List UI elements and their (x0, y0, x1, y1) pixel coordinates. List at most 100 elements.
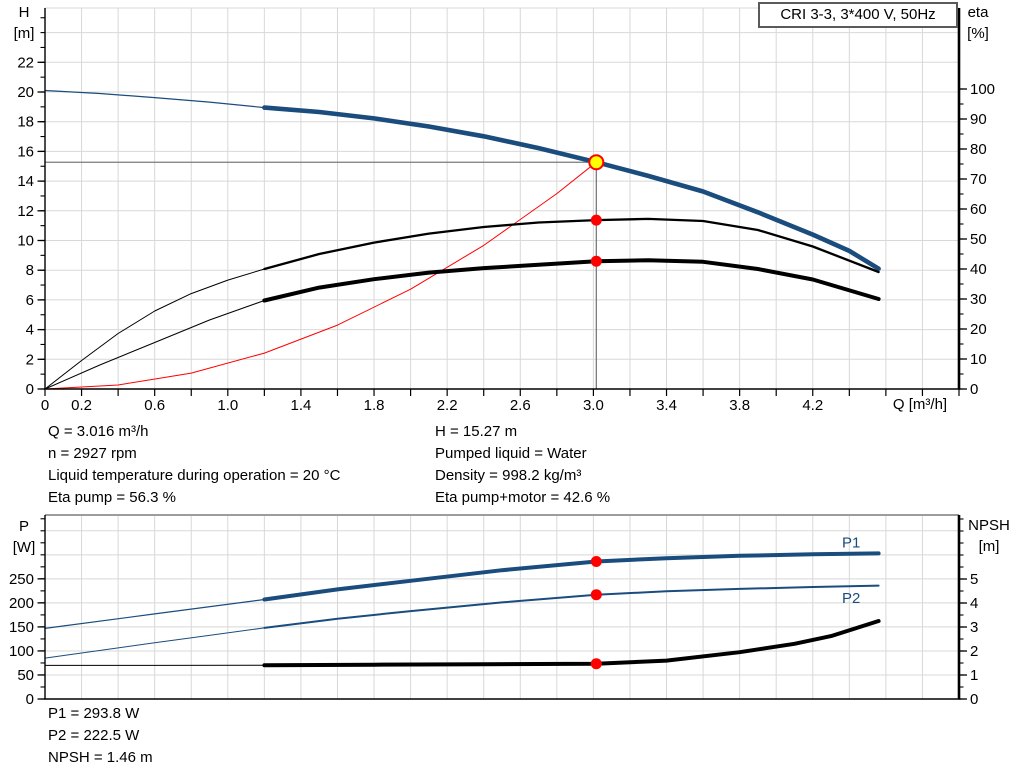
curve-eta-pump-motor-thin (44, 300, 265, 390)
info-line-eta-pump: Eta pump = 56.3 % (48, 489, 176, 506)
p-axis-title: P [W] (4, 516, 44, 558)
left-tick-label: 4 (26, 322, 34, 339)
right-tick-label: 5 (970, 571, 978, 588)
p-axis-unit: [W] (12, 539, 36, 556)
h-axis-unit: [m] (13, 25, 35, 42)
operating-data-left: Q = 3.016 m³/h n = 2927 rpm Liquid tempe… (48, 421, 340, 509)
p-axis-name: P (18, 518, 29, 535)
curve-label-P1: P1 (842, 534, 860, 551)
left-tick-label: 200 (9, 595, 34, 612)
eta-pump-motor-point (590, 255, 602, 267)
right-tick-label: 0 (970, 381, 978, 398)
curve-p2 (263, 584, 880, 629)
curve-pump-qh (262, 105, 881, 272)
x-tick-label: 1.8 (364, 397, 385, 414)
right-tick-label: 30 (970, 291, 987, 308)
h-axis-name: H (18, 4, 30, 21)
x-tick-label: 2.6 (510, 397, 531, 414)
right-tick-label: 40 (970, 261, 987, 278)
curve-p1-thin (44, 598, 265, 630)
power-data: P1 = 293.8 W P2 = 222.5 W NPSH = 1.46 m (48, 703, 153, 769)
x-tick-label: 3.0 (583, 397, 604, 414)
info-line-q: Q = 3.016 m³/h (48, 423, 149, 440)
eta-axis-title: eta [%] (956, 2, 1000, 44)
x-tick-label: 0.2 (71, 397, 92, 414)
info-line-temp: Liquid temperature during operation = 20… (48, 467, 341, 484)
chart-title-box: CRI 3-3, 3*400 V, 50Hz (758, 2, 958, 28)
p2-point (590, 589, 602, 601)
left-tick-label: 8 (26, 262, 34, 279)
curve-system-curve (44, 161, 597, 390)
curve-p2-thin (44, 627, 265, 659)
npsh-axis-name: NPSH (968, 517, 1010, 534)
right-tick-label: 60 (970, 201, 987, 218)
curve-p1 (262, 551, 881, 602)
qh-eta-chart: 0 0.2 0.6 1.0 1.4 1.8 2.2 2.6 3.0 3.4 3.8 4.2 0 2 4 6 8 1… (17, 7, 995, 414)
left-tick-label: 100 (9, 643, 34, 660)
left-tick-label: 150 (9, 619, 34, 636)
q-axis-title: Q [m³/h] (892, 396, 948, 413)
right-tick-label: 80 (970, 141, 987, 158)
info-line-p2: P2 = 222.5 W (48, 727, 140, 744)
left-tick-label: 20 (17, 84, 34, 101)
right-tick-label: 70 (970, 171, 987, 188)
operating-data-right: H = 15.27 m Pumped liquid = Water Densit… (435, 421, 610, 509)
left-tick-label: 2 (26, 351, 34, 368)
x-tick-label: 3.8 (729, 397, 750, 414)
info-line-p1: P1 = 293.8 W (48, 705, 140, 722)
h-axis-title: H [m] (4, 2, 44, 44)
right-tick-label: 0 (970, 691, 978, 708)
x-tick-label: 1.4 (290, 397, 311, 414)
eta-axis-name: eta (967, 4, 989, 21)
right-tick-label: 4 (970, 595, 978, 612)
x-tick-label: 0 (41, 397, 49, 414)
x-tick-label: 3.4 (656, 397, 677, 414)
right-tick-label: 90 (970, 111, 987, 128)
info-line-n: n = 2927 rpm (48, 445, 137, 462)
curve-eta-pump (263, 217, 880, 274)
npsh-axis-unit: [m] (978, 538, 1000, 555)
curve-eta-pump-thin (44, 268, 265, 390)
left-tick-label: 0 (26, 691, 34, 708)
info-line-liquid: Pumped liquid = Water (435, 445, 587, 462)
left-tick-label: 12 (17, 203, 34, 220)
curve-pump-qh-thin (44, 89, 265, 109)
info-line-eta-total: Eta pump+motor = 42.6 % (435, 489, 611, 506)
right-tick-label: 3 (970, 619, 978, 636)
right-tick-label: 50 (970, 231, 987, 248)
left-tick-label: 0 (26, 381, 34, 398)
npsh-point (590, 658, 602, 670)
right-tick-label: 1 (970, 667, 978, 684)
x-tick-label: 1.0 (217, 397, 238, 414)
left-tick-label: 22 (17, 54, 34, 71)
left-tick-label: 250 (9, 571, 34, 588)
left-tick-label: 18 (17, 114, 34, 131)
left-tick-label: 16 (17, 143, 34, 160)
right-tick-label: 100 (970, 81, 995, 98)
info-line-density: Density = 998.2 kg/m³ (435, 467, 582, 484)
left-tick-label: 50 (17, 667, 34, 684)
x-tick-label: 4.2 (802, 397, 823, 414)
right-tick-label: 10 (970, 351, 987, 368)
left-tick-label: 6 (26, 292, 34, 309)
left-tick-label: 10 (17, 233, 34, 250)
chart-title: CRI 3-3, 3*400 V, 50Hz (780, 6, 936, 23)
p1-point (590, 556, 602, 567)
eta-axis-unit: [%] (967, 25, 989, 42)
curve-npsh (262, 619, 881, 668)
left-tick-label: 14 (17, 173, 34, 190)
x-tick-label: 2.2 (437, 397, 458, 414)
operating-point (588, 154, 605, 171)
right-tick-label: 2 (970, 643, 978, 660)
curve-eta-pump-motor (262, 258, 881, 303)
info-line-npsh: NPSH = 1.46 m (48, 749, 153, 766)
info-line-h: H = 15.27 m (435, 423, 518, 440)
power-npsh-chart: 0 50 100 150 200 250 0 1 2 3 4 5 P1 P2 (9, 514, 978, 708)
right-tick-label: 20 (970, 321, 987, 338)
npsh-axis-title: NPSH [m] (958, 515, 1020, 557)
x-tick-label: 0.6 (144, 397, 165, 414)
curve-label-P2: P2 (842, 590, 860, 607)
eta-pump-point (590, 214, 602, 226)
